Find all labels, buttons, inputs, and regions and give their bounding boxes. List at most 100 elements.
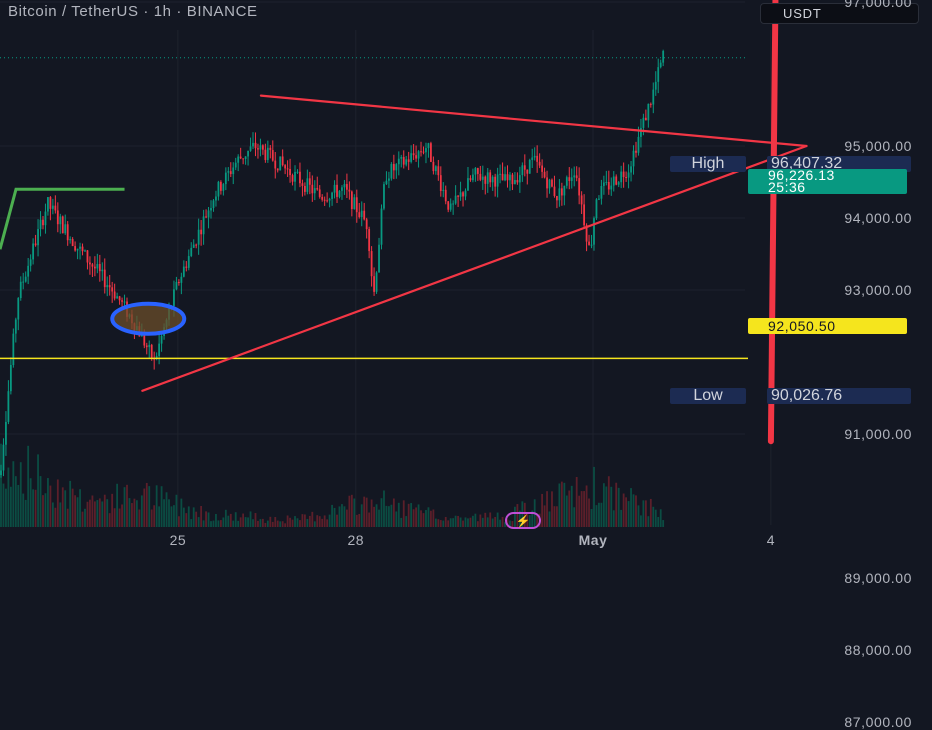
candle-body xyxy=(360,210,363,218)
candle-body xyxy=(420,151,422,153)
candle-body xyxy=(358,212,361,218)
volume-bar xyxy=(2,483,5,527)
currency-selector[interactable]: USDT xyxy=(760,3,919,24)
volume-bar xyxy=(464,517,467,527)
volume-bar xyxy=(627,501,630,527)
candle-body xyxy=(481,176,484,180)
volume-bar xyxy=(215,513,217,527)
candle-body xyxy=(341,187,343,191)
volume-bar xyxy=(662,520,665,527)
candle-body xyxy=(575,175,578,179)
volume-bar xyxy=(541,493,544,527)
volume-bar xyxy=(143,488,146,527)
price-tick-label: 91,000.00 xyxy=(844,426,912,442)
candle-body xyxy=(523,165,526,170)
candle-body xyxy=(252,142,254,147)
volume-bar xyxy=(640,515,642,527)
volume-bar xyxy=(526,514,529,527)
candle-body xyxy=(326,200,329,202)
volume-bar xyxy=(163,499,165,527)
volume-bar xyxy=(521,501,524,527)
candle-body xyxy=(237,156,240,163)
candle-body xyxy=(472,174,474,181)
candle-body xyxy=(560,188,563,196)
candle-body xyxy=(434,166,437,172)
candle-body xyxy=(432,161,435,172)
volume-bar xyxy=(637,505,640,527)
volume-bar xyxy=(457,515,459,527)
candle-body xyxy=(553,186,556,196)
volume-bar xyxy=(556,506,558,527)
candle-body xyxy=(496,174,499,187)
volume-bar xyxy=(600,502,603,527)
candle-body xyxy=(546,177,548,189)
price-chart[interactable] xyxy=(0,0,932,550)
volume-bar xyxy=(439,520,442,527)
candle-body xyxy=(7,391,10,422)
volume-bar xyxy=(81,511,84,527)
volume-bar xyxy=(321,518,324,527)
volume-bar xyxy=(598,502,600,527)
prior-range-bracket xyxy=(0,187,125,250)
candle-body xyxy=(37,229,39,246)
volume-bar xyxy=(476,521,479,527)
candle-body xyxy=(306,178,309,192)
candle-body xyxy=(425,148,427,153)
volume-bar xyxy=(397,502,400,527)
candle-body xyxy=(486,172,489,184)
candle-body xyxy=(257,148,259,150)
candle-body xyxy=(313,188,316,194)
volume-bar xyxy=(326,519,329,527)
volume-bar xyxy=(222,517,225,527)
time-tick-label: 4 xyxy=(766,532,776,548)
candle-body xyxy=(528,159,531,174)
candle-body xyxy=(103,269,106,288)
volume-bar xyxy=(625,497,628,527)
volume-bar xyxy=(620,509,623,527)
volume-bar xyxy=(140,495,143,527)
volume-bar xyxy=(79,489,81,527)
last-price-tag: 96,226.13 25:36 xyxy=(748,168,907,194)
candle-body xyxy=(511,174,514,185)
candle-body xyxy=(200,229,203,235)
volume-bar xyxy=(121,504,123,527)
volume-bar xyxy=(647,516,650,527)
volume-bar xyxy=(328,514,331,527)
candle-body xyxy=(635,150,637,153)
volume-bar xyxy=(588,498,590,527)
candle-body xyxy=(185,266,188,268)
candle-body xyxy=(331,192,333,199)
candle-body xyxy=(271,150,274,161)
volume-bar xyxy=(76,497,79,527)
candle-body xyxy=(640,127,642,137)
candle-body xyxy=(155,356,158,359)
candle-body xyxy=(595,199,598,219)
volume-bar xyxy=(622,493,625,527)
candle-body xyxy=(355,197,358,213)
candlesticks xyxy=(0,49,665,478)
candle-body xyxy=(600,185,603,199)
candle-body xyxy=(39,219,42,230)
volume-bars xyxy=(0,443,665,527)
volume-bar xyxy=(311,511,314,527)
volume-bar xyxy=(170,506,173,527)
volume-bar xyxy=(617,487,620,527)
candle-body xyxy=(17,298,20,320)
candle-body xyxy=(568,177,571,181)
volume-bar xyxy=(575,477,578,527)
candle-body xyxy=(375,272,378,292)
volume-bar xyxy=(474,513,477,527)
flash-icon[interactable]: ⚡ xyxy=(505,512,541,529)
volume-bar xyxy=(264,522,267,527)
volume-bar xyxy=(558,483,561,527)
volume-bar xyxy=(138,509,141,527)
candle-body xyxy=(410,153,413,162)
volume-bar xyxy=(402,500,405,527)
candle-body xyxy=(647,103,650,121)
volume-bar xyxy=(350,494,353,527)
candle-body xyxy=(400,157,403,159)
volume-bar xyxy=(489,512,492,527)
volume-bar xyxy=(405,516,408,527)
candle-body xyxy=(118,296,121,301)
candle-body xyxy=(509,174,511,181)
